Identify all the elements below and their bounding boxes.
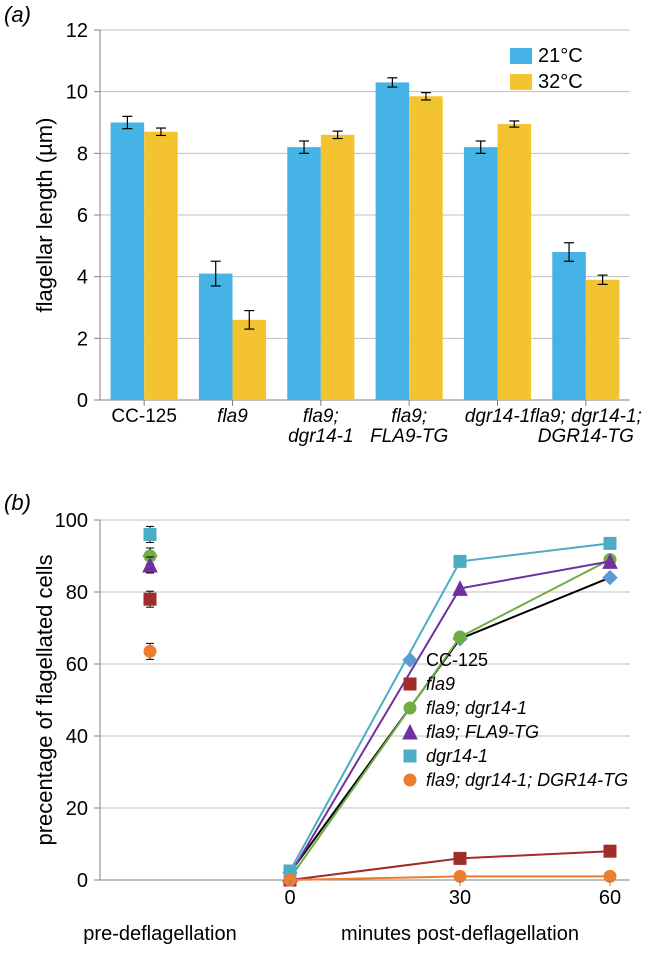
legend-item: fla9; dgr14-1 [426, 698, 527, 718]
x-category-label: fla9; dgr14-1; [530, 406, 642, 427]
bar [464, 147, 498, 400]
svg-text:0: 0 [284, 887, 295, 909]
legend-item: dgr14-1 [426, 746, 488, 766]
series-line [290, 561, 610, 874]
xlabel-post: minutes post-deflagellation [341, 923, 579, 945]
bar [321, 135, 355, 400]
bar [376, 82, 410, 400]
legend-a: 21°C 32°C [510, 45, 583, 93]
svg-text:0: 0 [77, 390, 88, 412]
x-category-label: dgr14-1 [465, 406, 531, 427]
svg-text:60: 60 [599, 887, 621, 909]
plot-area-b: 0 20 40 60 80 100 precentage of flagellated c… [32, 510, 630, 945]
bar [552, 252, 586, 400]
bar [111, 123, 145, 401]
svg-text:20: 20 [66, 798, 88, 820]
svg-text:10: 10 [66, 82, 88, 104]
x-category-label: CC-125 [111, 406, 176, 427]
x-category-label: FLA9-TG [370, 426, 448, 447]
svg-text:8: 8 [77, 143, 88, 165]
series-line [290, 876, 610, 880]
svg-text:4: 4 [77, 267, 88, 289]
bar [498, 124, 532, 400]
figure: (a) 0 2 4 6 8 10 12 flagellar length (µm) [0, 0, 662, 956]
panel-a-letter: a [11, 2, 23, 27]
svg-text:60: 60 [66, 654, 88, 676]
x-category-label: fla9; [303, 406, 339, 427]
panel-a-label: (a) [4, 2, 31, 28]
svg-text:30: 30 [449, 887, 471, 909]
bar [233, 320, 267, 400]
legend-item: fla9 [426, 674, 455, 694]
legend-32c: 32°C [538, 71, 583, 93]
svg-text:12: 12 [66, 20, 88, 42]
y-axis-label-b: precentage of flagellated cells [32, 554, 57, 845]
bar [287, 147, 321, 400]
y-axis-label-a: flagellar length (µm) [32, 118, 57, 313]
svg-text:40: 40 [66, 726, 88, 748]
svg-text:100: 100 [55, 510, 88, 532]
bar [409, 96, 443, 400]
panel-b-label: (b) [4, 490, 31, 516]
legend-21c: 21°C [538, 45, 583, 67]
xlabel-pre: pre-deflagellation [83, 923, 236, 945]
svg-text:80: 80 [66, 582, 88, 604]
x-category-label: DGR14-TG [538, 426, 634, 447]
x-category-label: dgr14-1 [288, 426, 354, 447]
bar-chart-svg: 0 2 4 6 8 10 12 flagellar length (µm) 21°C 32°… [30, 10, 650, 480]
x-category-label: fla9; [391, 406, 427, 427]
legend-item: CC-125 [426, 650, 488, 670]
bar [586, 280, 620, 400]
line-chart-svg: 0 20 40 60 80 100 precentage of flagellated c… [30, 500, 650, 950]
bar [199, 274, 233, 400]
svg-text:0: 0 [77, 870, 88, 892]
svg-text:6: 6 [77, 205, 88, 227]
bar [144, 132, 178, 400]
panel-b-chart: 0 20 40 60 80 100 precentage of flagellated c… [30, 500, 650, 950]
series-line [290, 560, 610, 879]
svg-text:2: 2 [77, 328, 88, 350]
legend-item: fla9; FLA9-TG [426, 722, 539, 742]
panel-b-letter: b [11, 490, 23, 515]
panel-a-chart: 0 2 4 6 8 10 12 flagellar length (µm) 21°C 32°… [30, 10, 650, 480]
x-category-label: fla9 [217, 406, 248, 427]
legend-item: fla9; dgr14-1; DGR14-TG [426, 770, 628, 790]
plot-area-a: 0 2 4 6 8 10 12 flagellar length (µm) 21°C 32°… [32, 20, 642, 447]
